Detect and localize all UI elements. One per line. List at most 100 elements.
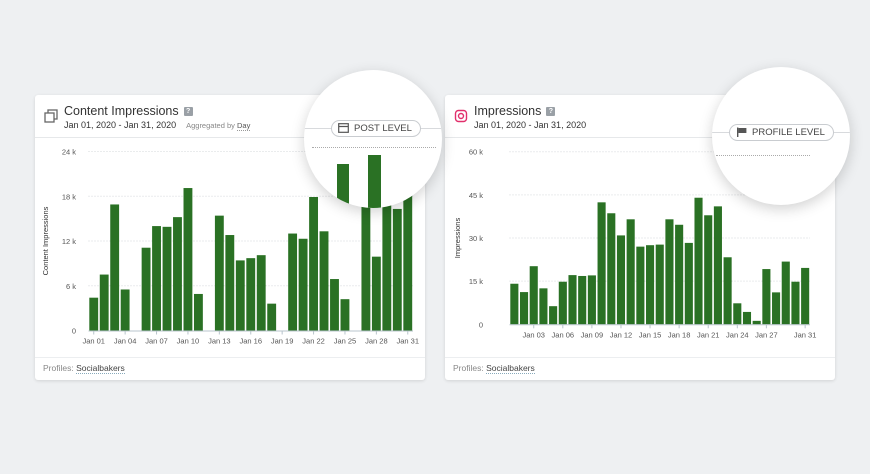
bar-jan-17 — [665, 219, 674, 325]
bar-jan-17 — [256, 255, 266, 331]
post-card-icon — [338, 123, 349, 133]
bar-jan-18 — [675, 224, 684, 325]
profile-level-label: PROFILE LEVEL — [752, 127, 825, 138]
bar-jan-06 — [558, 281, 567, 325]
bar-jan-10 — [183, 188, 193, 331]
x-tick-label: Jan 31 — [397, 337, 420, 346]
x-tick-label: Jan 13 — [208, 337, 231, 346]
bar-jan-01 — [89, 297, 99, 331]
bar-jan-28 — [371, 256, 381, 331]
y-tick-label: 45 k — [469, 191, 483, 200]
card-title: Content Impressions? — [64, 104, 193, 118]
y-axis-title: Content Impressions — [41, 206, 50, 275]
magnified-bar — [368, 155, 381, 208]
bar-jan-27 — [762, 269, 771, 325]
bar-jan-30 — [392, 208, 402, 331]
bar-jan-21 — [298, 238, 308, 331]
bar-jan-22 — [713, 206, 722, 325]
bar-jan-02 — [99, 274, 109, 331]
bar-jan-26 — [752, 320, 761, 325]
aggregation: Aggregated by Day — [186, 121, 251, 131]
flag-icon — [737, 127, 747, 137]
y-tick-label: 0 — [479, 320, 483, 329]
x-tick-label: Jan 01 — [82, 337, 105, 346]
x-tick-label: Jan 06 — [552, 330, 575, 339]
header-divider — [445, 137, 835, 138]
content-impressions-chart: 0 6 k 12 k 18 k 24 k Content Impressions Jan 0… — [41, 148, 420, 346]
copy-layers-icon — [44, 109, 58, 123]
x-tick-label: Jan 25 — [334, 337, 357, 346]
x-tick-label: Jan 22 — [302, 337, 325, 346]
x-tick-label: Jan 10 — [177, 337, 200, 346]
x-tick-label: Jan 03 — [522, 330, 545, 339]
bar-jan-14 — [225, 235, 235, 331]
x-tick-label: Jan 21 — [697, 330, 720, 339]
x-tick-label: Jan 18 — [668, 330, 691, 339]
title-text: Content Impressions — [64, 104, 179, 118]
bar-jan-12 — [616, 235, 626, 325]
bar-jan-19 — [684, 242, 693, 325]
bar-jan-31 — [403, 194, 413, 331]
profile-level-badge: PROFILE LEVEL — [729, 124, 834, 141]
header-divider — [35, 137, 425, 138]
bar-jan-04 — [539, 288, 548, 325]
bar-jan-20 — [288, 233, 298, 331]
bar-jan-01 — [510, 283, 519, 325]
x-tick-label: Jan 04 — [114, 337, 137, 346]
bar-jan-03 — [110, 204, 120, 331]
y-tick-label: 0 — [72, 327, 76, 336]
y-tick-label: 6 k — [66, 282, 76, 291]
bar-jan-08 — [162, 226, 172, 331]
date-range-text: Jan 01, 2020 - Jan 31, 2020 — [64, 120, 177, 130]
y-tick-label: 24 k — [62, 148, 76, 157]
magnifier-gridline — [312, 147, 436, 148]
post-level-magnifier: POST LEVEL — [304, 70, 442, 208]
bar-jan-05 — [549, 306, 558, 325]
profile-link[interactable]: Socialbakers — [76, 363, 125, 374]
y-axis-title: Impressions — [453, 218, 462, 259]
bar-jan-10 — [597, 202, 606, 325]
instagram-icon — [454, 109, 468, 123]
bar-jan-22 — [309, 196, 318, 331]
aggregation-label: Aggregated by — [186, 121, 235, 130]
x-tick-label: Jan 27 — [755, 330, 778, 339]
card-title: Impressions? — [474, 104, 556, 118]
bar-jan-18 — [267, 303, 277, 331]
x-tick-label: Jan 15 — [639, 330, 662, 339]
profiles-label: Profiles: — [43, 363, 74, 373]
bar-jan-24 — [733, 303, 742, 325]
date-range: Jan 01, 2020 - Jan 31, 2020 Aggregated by… — [64, 120, 251, 131]
x-tick-label: Jan 19 — [271, 337, 294, 346]
bar-jan-14 — [636, 246, 645, 325]
x-tick-label: Jan 24 — [726, 330, 749, 339]
footer-profiles: Profiles: Socialbakers — [453, 363, 535, 374]
profile-link[interactable]: Socialbakers — [486, 363, 535, 374]
y-tick-label: 60 k — [469, 148, 483, 157]
bar-jan-21 — [704, 215, 713, 325]
profile-level-magnifier: PROFILE LEVEL — [712, 67, 850, 205]
bar-jan-13 — [214, 215, 224, 331]
bar-jan-28 — [772, 292, 781, 325]
bar-jan-16 — [655, 244, 664, 325]
bar-jan-25 — [742, 311, 752, 325]
post-level-label: POST LEVEL — [354, 123, 412, 134]
post-level-badge: POST LEVEL — [331, 120, 421, 137]
bar-jan-16 — [246, 258, 256, 331]
bar-jan-24 — [330, 279, 339, 331]
help-icon[interactable]: ? — [546, 107, 556, 116]
bar-jan-29 — [781, 261, 790, 325]
magnifier-gridline — [716, 155, 810, 156]
profiles-label: Profiles: — [453, 363, 484, 373]
bar-jan-03 — [529, 266, 538, 325]
bar-jan-25 — [340, 299, 350, 331]
bar-jan-06 — [141, 247, 151, 331]
x-tick-label: Jan 09 — [581, 330, 604, 339]
aggregation-value[interactable]: Day — [236, 121, 251, 131]
impressions-chart: 0 15 k 30 k 45 k 60 k Impressions Jan 03 Jan 06… — [453, 148, 816, 340]
bar-jan-15 — [235, 260, 245, 331]
x-tick-label: Jan 12 — [610, 330, 633, 339]
help-icon[interactable]: ? — [183, 107, 193, 116]
bar-jan-30 — [791, 281, 800, 325]
title-text: Impressions — [474, 104, 542, 118]
bar-jan-23 — [723, 257, 732, 325]
